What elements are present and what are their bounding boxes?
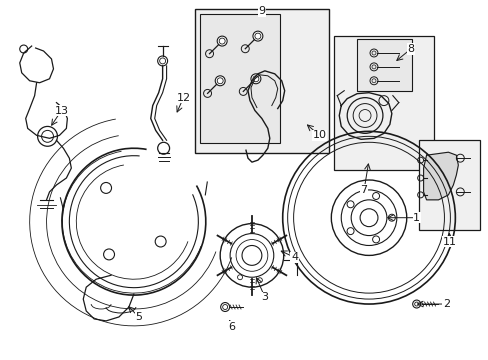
Text: 13: 13 [54,105,68,116]
Text: 2: 2 [442,299,449,309]
Circle shape [217,36,226,46]
Text: 9: 9 [258,6,265,16]
Bar [200,14,279,143]
Circle shape [215,76,224,86]
Text: 11: 11 [442,237,455,247]
Text: 3: 3 [261,292,268,302]
Bar [356,39,411,91]
Text: 12: 12 [176,93,190,103]
Text: 6: 6 [228,322,235,332]
Bar [418,140,479,230]
Text: 7: 7 [360,185,367,195]
Text: 10: 10 [312,130,326,140]
Text: 1: 1 [412,213,419,223]
Text: 4: 4 [290,252,298,262]
Bar [195,9,328,153]
Polygon shape [423,152,457,200]
Text: 5: 5 [135,312,142,322]
Bar [334,36,433,170]
Circle shape [252,31,263,41]
Text: 8: 8 [407,44,413,54]
Circle shape [250,74,260,84]
